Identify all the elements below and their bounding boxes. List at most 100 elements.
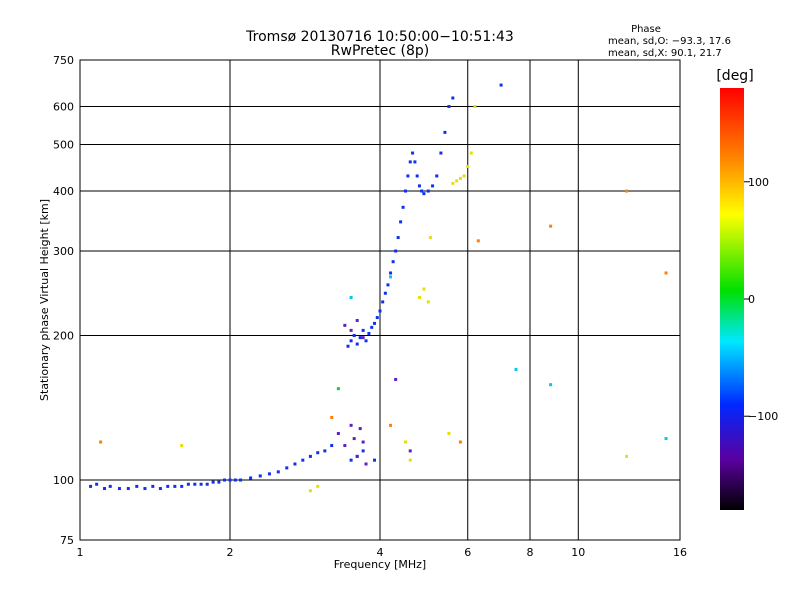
data-point [258, 474, 262, 478]
data-point [428, 236, 432, 240]
chart-title: Tromsø 20130716 10:50:00−10:51:43 [245, 29, 514, 45]
data-point [389, 275, 393, 279]
data-point [383, 291, 387, 295]
y-tick-label: 600 [53, 101, 74, 114]
data-point [352, 334, 356, 338]
x-tick-label: 4 [377, 546, 384, 559]
data-point [373, 321, 377, 325]
data-point [316, 484, 320, 488]
data-point [143, 487, 147, 491]
data-point [223, 478, 227, 482]
data-point [466, 164, 470, 168]
y-tick-label: 300 [53, 245, 74, 258]
data-point [355, 454, 359, 458]
data-point [389, 271, 393, 275]
data-point [458, 176, 462, 180]
data-point [462, 174, 466, 178]
data-point [158, 487, 162, 491]
data-point [293, 462, 297, 466]
data-point [439, 151, 443, 155]
data-point [664, 437, 668, 441]
data-point [233, 478, 237, 482]
data-point [180, 444, 184, 448]
data-point [180, 484, 184, 488]
data-point [417, 184, 421, 188]
data-point [378, 309, 382, 313]
data-point [514, 367, 518, 371]
x-tick-label: 16 [673, 546, 687, 559]
data-point [346, 344, 350, 348]
data-point [361, 336, 365, 340]
data-point [458, 440, 462, 444]
data-point [217, 480, 221, 484]
data-point [447, 432, 451, 436]
phase-stats-title: Phase [631, 24, 661, 35]
data-point [352, 437, 356, 441]
data-point [435, 174, 439, 178]
tick-layer: 1 2 4 6 8 10 16 75 100 200 300 400 500 600 750 [53, 54, 687, 559]
y-tick-label: 750 [53, 54, 74, 67]
x-axis-label: Frequency [MHz] [334, 558, 426, 571]
data-point [355, 342, 359, 346]
data-point [186, 482, 190, 486]
data-point [422, 192, 426, 196]
data-point [349, 339, 353, 343]
data-point [408, 449, 412, 453]
x-tick-label: 1 [77, 546, 84, 559]
data-point [173, 484, 177, 488]
colorbar-tick-label: −100 [748, 410, 778, 423]
data-point [389, 423, 393, 427]
data-point [403, 440, 407, 444]
data-point [364, 462, 368, 466]
data-point [625, 189, 629, 193]
grid-layer [80, 60, 680, 540]
data-point [199, 482, 203, 486]
data-point [323, 449, 327, 453]
data-point [420, 189, 424, 193]
data-point [426, 189, 430, 193]
data-point [417, 296, 421, 300]
data-point [403, 189, 407, 193]
data-point [625, 454, 629, 458]
data-point [415, 174, 419, 178]
data-point [391, 260, 395, 264]
x-tick-label: 8 [527, 546, 534, 559]
y-tick-label: 200 [53, 330, 74, 343]
data-point [473, 105, 477, 109]
data-point [249, 476, 253, 480]
data-point [285, 466, 289, 470]
data-point [355, 318, 359, 322]
data-point [349, 458, 353, 462]
data-point [408, 160, 412, 164]
data-point [166, 484, 170, 488]
data-point [413, 160, 417, 164]
data-point [451, 181, 455, 185]
data-point [664, 271, 668, 275]
data-point [386, 283, 390, 287]
data-point [95, 482, 99, 486]
data-point [89, 484, 93, 488]
data-point [431, 184, 435, 188]
chart-subtitle: RwPretec (8p) [331, 43, 429, 59]
data-point [549, 383, 553, 387]
data-point [336, 432, 340, 436]
data-point [499, 83, 503, 87]
colorbar [720, 88, 744, 510]
data-point [411, 151, 415, 155]
data-point [117, 487, 121, 491]
data-point [370, 325, 374, 329]
data-point [193, 482, 197, 486]
data-point [381, 300, 385, 304]
colorbar-tick-label: 100 [748, 176, 769, 189]
phase-stats-o: mean, sd,O: −93.3, 17.6 [608, 36, 731, 47]
data-point [343, 444, 347, 448]
data-point [349, 328, 353, 332]
data-point [99, 440, 103, 444]
data-point [396, 236, 400, 240]
data-point [308, 454, 312, 458]
data-point [549, 224, 553, 228]
data-point [451, 96, 455, 100]
data-point [399, 220, 403, 224]
data-point [343, 323, 347, 327]
data-point [205, 482, 209, 486]
